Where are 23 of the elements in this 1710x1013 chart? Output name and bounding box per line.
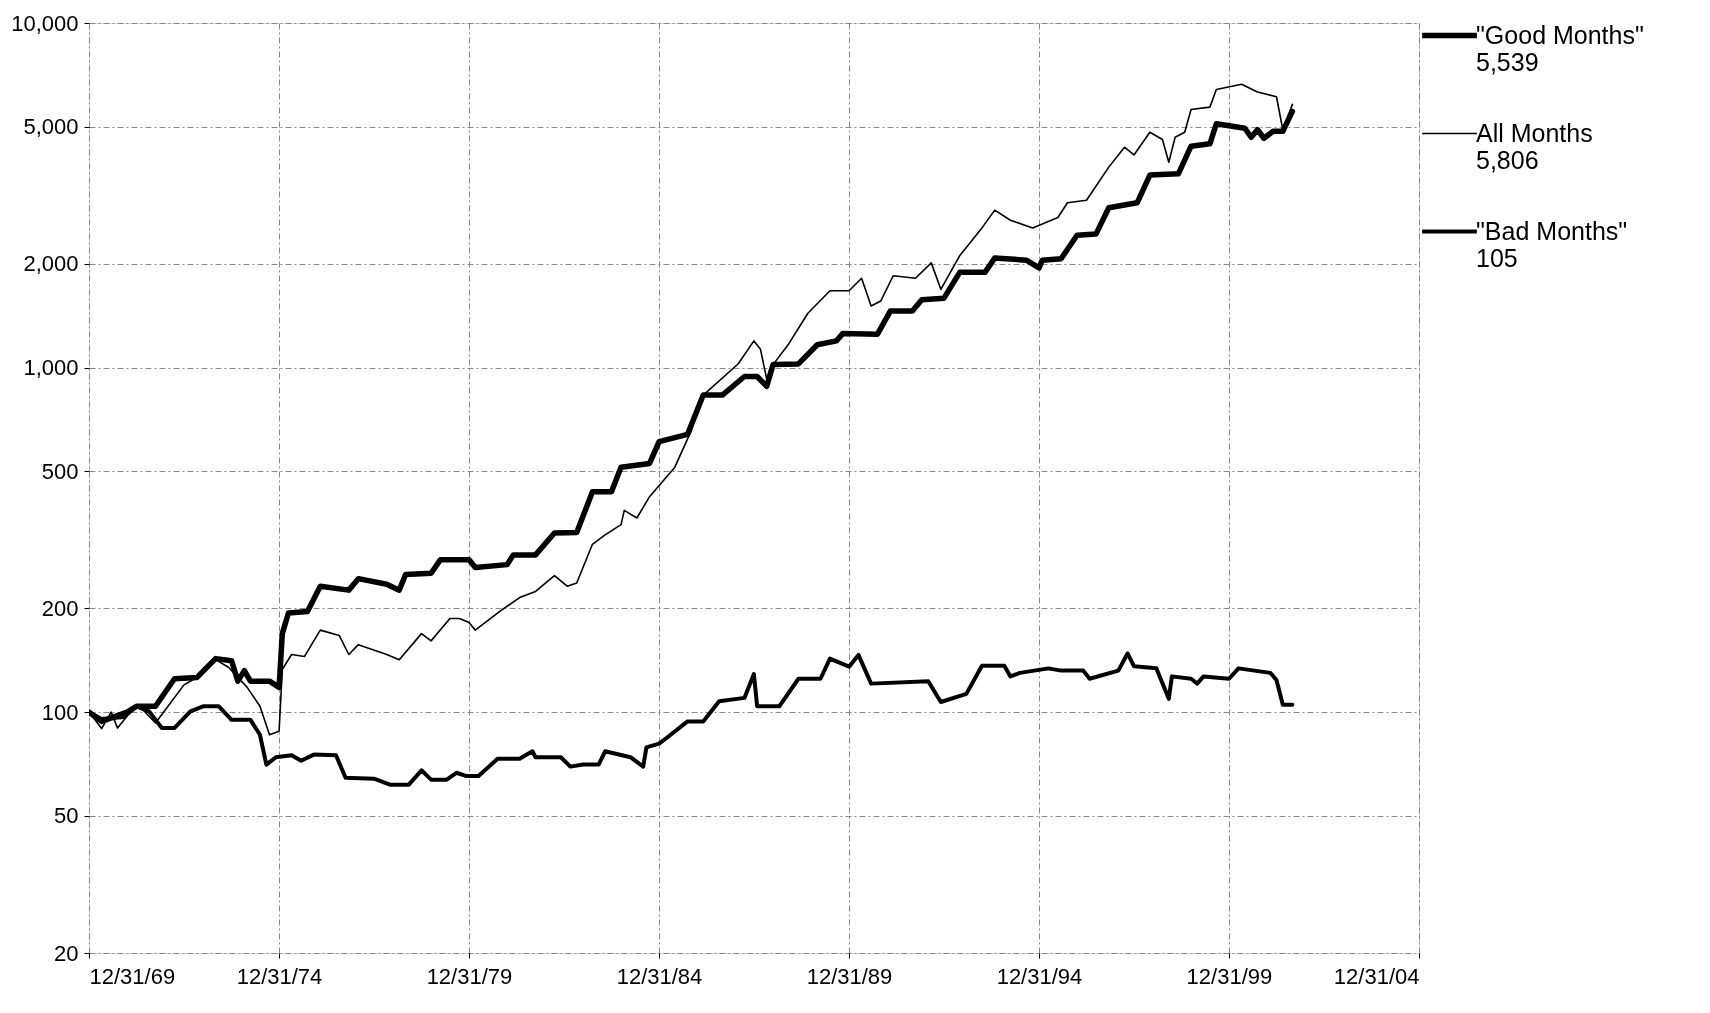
y-tick-label: 2,000: [23, 251, 79, 277]
y-tick-label: 50: [54, 803, 79, 829]
y-tick-label: 5,000: [23, 114, 79, 140]
y-tick-label: 100: [41, 699, 79, 725]
legend-label: "Bad Months": [1476, 216, 1628, 245]
x-tick-label: 12/31/99: [1186, 963, 1273, 989]
y-tick-label: 20: [54, 940, 79, 966]
legend-label: All Months: [1476, 118, 1593, 147]
legend-label: "Good Months": [1476, 20, 1644, 49]
text: 5,539: [1476, 47, 1539, 76]
y-tick-label: 500: [41, 458, 79, 484]
text: 5,806: [1476, 145, 1539, 174]
x-tick-label: 12/31/84: [616, 963, 703, 989]
x-tick-label: 12/31/69: [89, 963, 176, 989]
y-tick-label: 1,000: [23, 355, 79, 381]
x-tick-label: 12/31/89: [806, 963, 893, 989]
y-tick-label: 10,000: [11, 10, 79, 36]
x-tick-label: 12/31/04: [1333, 963, 1420, 989]
x-tick-label: 12/31/74: [236, 963, 323, 989]
x-tick-label: 12/31/94: [996, 963, 1083, 989]
y-tick-label: 200: [41, 595, 79, 621]
text: 105: [1476, 243, 1518, 272]
x-tick-label: 12/31/79: [426, 963, 513, 989]
